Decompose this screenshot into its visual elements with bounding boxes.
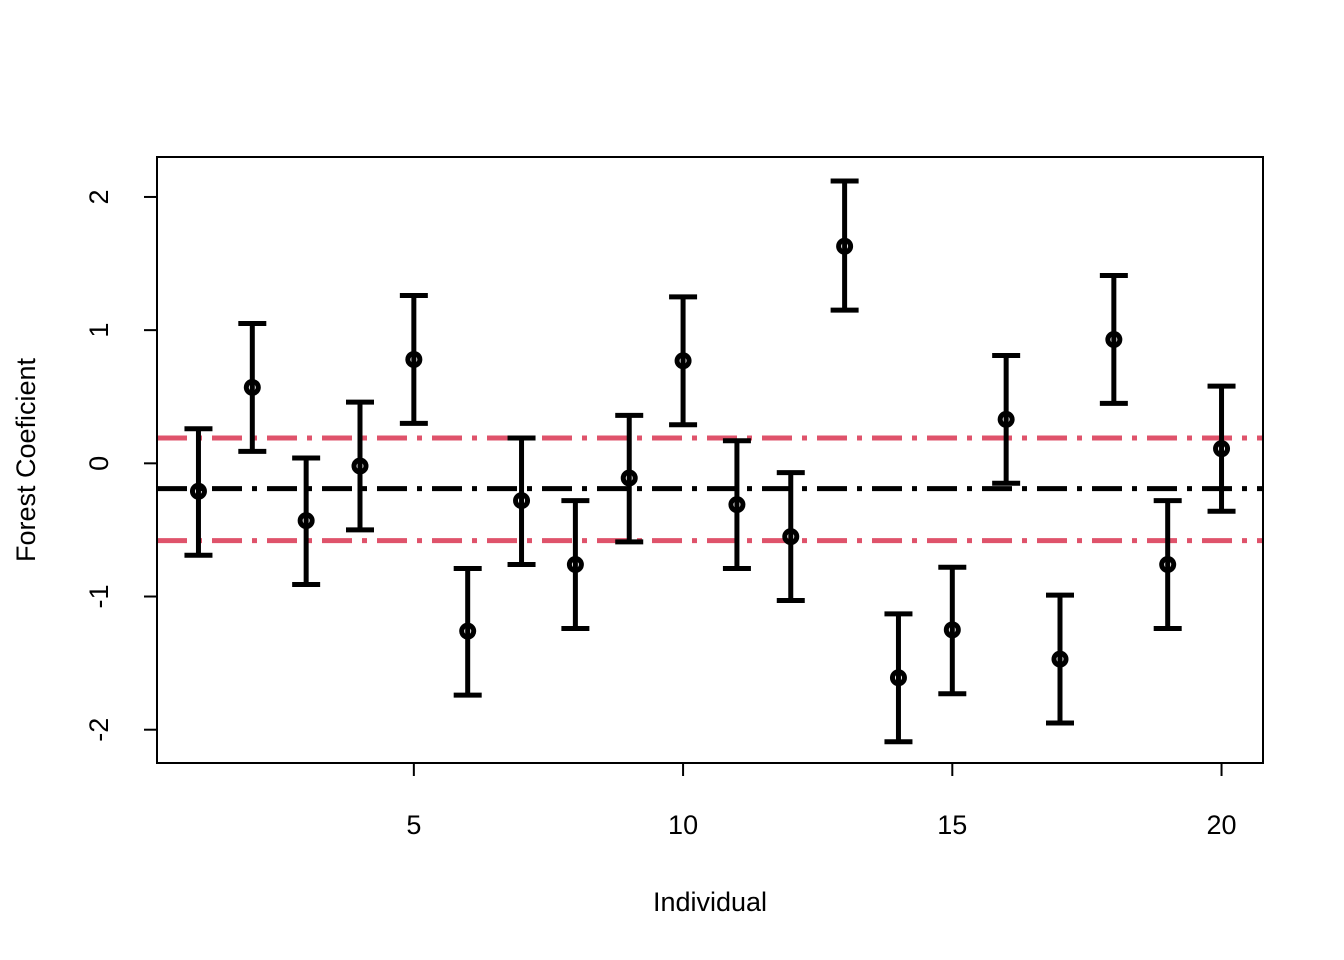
y-tick-label--2: -2 (84, 718, 114, 742)
error-bar-9 (615, 412, 644, 545)
data-point-1 (189, 482, 207, 500)
error-bar-3 (292, 455, 321, 588)
x-tick-label-20: 20 (1207, 810, 1237, 840)
data-point-8 (566, 556, 584, 574)
data-point-15 (943, 621, 961, 639)
error-bar-10 (669, 294, 698, 428)
y-tick-label-0: 0 (84, 456, 114, 471)
x-tick-label-5: 5 (406, 810, 421, 840)
error-bar-12 (776, 470, 805, 604)
data-point-10 (674, 352, 692, 370)
error-bar-2 (238, 320, 267, 454)
error-bar-18 (1099, 273, 1128, 406)
data-point-7 (513, 492, 531, 510)
x-tick-label-15: 15 (937, 810, 967, 840)
error-bar-7 (507, 435, 536, 568)
y-axis: -2 -1 0 1 2 (84, 189, 158, 742)
error-bar-20 (1207, 383, 1236, 514)
data-points (189, 237, 1231, 687)
error-bars (184, 178, 1236, 745)
data-point-19 (1159, 556, 1177, 574)
error-bar-11 (722, 438, 751, 572)
data-point-11 (728, 496, 746, 514)
plot-frame (156, 156, 1264, 764)
data-point-20 (1213, 440, 1231, 458)
data-point-12 (782, 528, 800, 546)
error-bar-5 (399, 293, 428, 426)
y-tick-label--1: -1 (84, 585, 114, 609)
data-point-4 (351, 457, 369, 475)
x-tick-label-10: 10 (668, 810, 698, 840)
data-point-2 (243, 378, 261, 396)
y-tick-label-2: 2 (84, 189, 114, 204)
error-bar-4 (346, 399, 374, 533)
data-point-9 (620, 469, 638, 487)
error-bar-1 (184, 426, 213, 558)
error-bar-15 (938, 564, 967, 697)
error-bar-6 (453, 566, 482, 698)
x-axis: 5 10 15 20 (406, 762, 1237, 840)
error-bar-13 (830, 178, 859, 313)
x-axis-label: Individual (653, 887, 767, 917)
data-point-18 (1105, 330, 1123, 348)
y-axis-label: Forest Coeficient (11, 357, 41, 562)
data-point-3 (297, 512, 315, 530)
error-bar-8 (561, 498, 590, 631)
data-point-6 (459, 622, 477, 640)
data-point-17 (1051, 650, 1069, 668)
data-point-13 (836, 237, 854, 255)
data-point-14 (889, 669, 907, 687)
error-bar-19 (1153, 498, 1182, 631)
reference-lines (157, 435, 1263, 544)
error-bar-16 (992, 352, 1021, 486)
error-bar-17 (1046, 592, 1074, 726)
error-bar-14 (884, 611, 913, 745)
data-point-5 (405, 350, 423, 368)
data-point-16 (997, 410, 1015, 428)
y-tick-label-1: 1 (84, 323, 114, 338)
